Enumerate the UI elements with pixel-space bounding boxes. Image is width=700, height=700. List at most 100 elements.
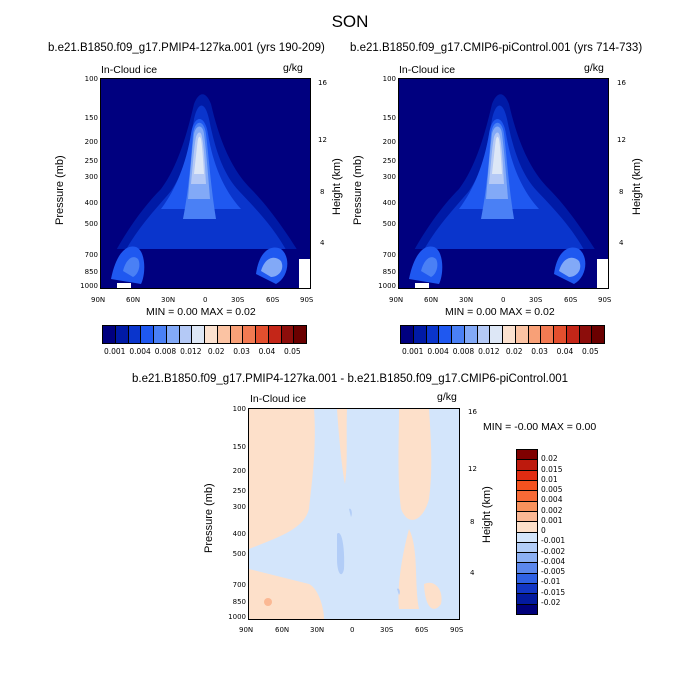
panel2-xtick-90N: 90N (389, 296, 404, 304)
panel3-contour-plot (248, 408, 460, 620)
colorbar-swatch (115, 326, 129, 343)
colorbar-tick-label: 0.008 (452, 347, 475, 356)
panel3-xtick-0: 0 (350, 626, 355, 634)
panel1-xtick-0: 0 (203, 296, 208, 304)
panel1-ylabel: Pressure (mb) (54, 155, 66, 225)
panel2-xtick-0: 0 (501, 296, 506, 304)
panel3-ptick-150: 150 (232, 443, 246, 451)
panel2-colorbar (400, 325, 605, 344)
panel2-subtitle: b.e21.B1850.f09_g17.CMIP6-piControl.001 … (350, 42, 643, 54)
panel1-subtitle: b.e21.B1850.f09_g17.PMIP4-127ka.001 (yrs… (48, 42, 325, 54)
panel1-colorbar (102, 325, 307, 344)
panel1-units-label: g/kg (283, 62, 303, 74)
colorbar-swatch (554, 326, 567, 343)
colorbar-swatch (566, 326, 580, 343)
colorbar-swatch (281, 326, 295, 343)
colorbar-swatch (528, 326, 542, 343)
colorbar-swatch (256, 326, 269, 343)
colorbar-swatch (452, 326, 465, 343)
colorbar-swatch (517, 470, 537, 481)
panel3-xtick-90S: 90S (450, 626, 464, 634)
panel1-ptick-700: 700 (84, 251, 98, 259)
colorbar-swatch (517, 573, 537, 585)
colorbar-tick-label: 0.004 (129, 347, 151, 356)
panel2-contour-plot (398, 78, 609, 289)
colorbar-swatch (541, 326, 554, 343)
colorbar-tick-label: 0.04 (556, 347, 574, 356)
panel1-ptick-100: 100 (84, 75, 98, 83)
colorbar-swatch (141, 326, 154, 343)
panel2-ptick-1000: 1000 (378, 282, 396, 290)
panel3-minmax: MIN = -0.00 MAX = 0.00 (483, 421, 597, 433)
colorbar-swatch (517, 450, 537, 461)
colorbar-swatch (517, 480, 537, 492)
colorbar-tick-label: 0.012 (478, 347, 500, 356)
panel2-ptick-700: 700 (382, 251, 396, 259)
colorbar-swatch (103, 326, 116, 343)
colorbar-tick-label: 0.004 (541, 495, 563, 505)
panel3-xtick-60S: 60S (415, 626, 429, 634)
panel1-ptick-1000: 1000 (80, 282, 98, 290)
colorbar-swatch (426, 326, 440, 343)
panel3-ptick-850: 850 (232, 598, 246, 606)
colorbar-swatch (517, 604, 537, 614)
colorbar-tick-label: 0.05 (581, 347, 599, 356)
panel3-ylabel: Pressure (mb) (203, 483, 215, 553)
colorbar-tick-label: 0.04 (258, 347, 276, 356)
panel2-ptick-250: 250 (382, 157, 396, 165)
colorbar-tick-label: 0.01 (541, 474, 558, 484)
colorbar-tick-label: -0.002 (541, 546, 566, 556)
panel2-htick-16: 16 (617, 79, 626, 87)
panel1-ptick-850: 850 (84, 268, 98, 276)
panel1-field-label: In-Cloud ice (101, 64, 158, 76)
colorbar-tick-label: -0.02 (541, 597, 561, 607)
colorbar-tick-label: 0.02 (541, 454, 558, 464)
panel1-xtick-30N: 30N (161, 296, 176, 304)
panel2-ptick-500: 500 (382, 220, 396, 228)
panel2-xtick-90S: 90S (598, 296, 612, 304)
colorbar-swatch (517, 584, 537, 595)
figure-title: SON (331, 12, 369, 31)
panel1-ptick-150: 150 (84, 114, 98, 122)
panel2-ptick-200: 200 (382, 138, 396, 146)
panel3-ptick-250: 250 (232, 487, 246, 495)
colorbar-swatch (490, 326, 503, 343)
colorbar-swatch (192, 326, 205, 343)
panel3-htick-12: 12 (468, 465, 477, 473)
colorbar-tick-label: -0.001 (541, 536, 566, 546)
panel1-ptick-400: 400 (84, 199, 98, 207)
colorbar-swatch (230, 326, 244, 343)
panel1-minmax: MIN = 0.00 MAX = 0.02 (146, 306, 256, 318)
panel1-ptick-300: 300 (84, 173, 98, 181)
colorbar-swatch (205, 326, 218, 343)
colorbar-swatch (401, 326, 414, 343)
panel1-xtick-90N: 90N (91, 296, 106, 304)
colorbar-swatch (503, 326, 516, 343)
colorbar-tick-label: -0.015 (541, 587, 566, 597)
panel3-ptick-300: 300 (232, 503, 246, 511)
panel3-xtick-90N: 90N (239, 626, 254, 634)
colorbar-tick-label: 0.015 (541, 464, 563, 474)
colorbar-swatch (517, 522, 537, 533)
panel2-ptick-100: 100 (382, 75, 396, 83)
colorbar-tick-label: 0.008 (154, 347, 177, 356)
panel1-htick-16: 16 (318, 79, 327, 87)
colorbar-swatch (517, 501, 537, 512)
panel3-ptick-200: 200 (232, 467, 246, 475)
colorbar-swatch (517, 542, 537, 554)
colorbar-tick-label: -0.005 (541, 567, 566, 576)
colorbar-tick-label: 0.005 (541, 485, 563, 494)
panel1-y2label: Height (km) (331, 158, 343, 215)
panel2-ptick-850: 850 (382, 268, 396, 276)
panel3-ptick-500: 500 (232, 550, 246, 558)
colorbar-tick-label: -0.004 (541, 556, 566, 566)
colorbar-swatch (217, 326, 231, 343)
colorbar-swatch (439, 326, 452, 343)
colorbar-tick-label: 0.02 (207, 347, 225, 356)
colorbar-tick-label: 0.001 (401, 347, 424, 356)
panel1-htick-4: 4 (320, 239, 325, 247)
panel3-htick-4: 4 (470, 569, 475, 577)
colorbar-swatch (517, 594, 537, 605)
panel2-y2label: Height (km) (631, 158, 643, 215)
panel2-ylabel: Pressure (mb) (352, 155, 364, 225)
